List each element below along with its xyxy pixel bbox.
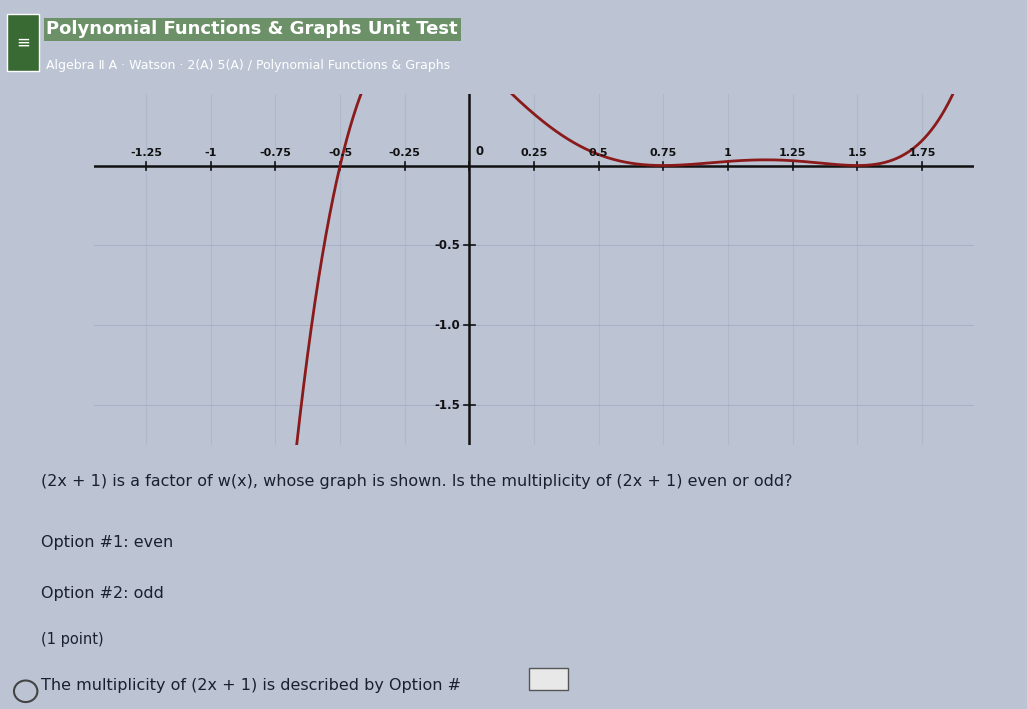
Text: -1.0: -1.0 [434, 319, 460, 332]
Text: 1.75: 1.75 [908, 147, 936, 157]
Text: -0.5: -0.5 [328, 147, 352, 157]
Text: (1 point): (1 point) [41, 632, 104, 647]
Text: -0.75: -0.75 [260, 147, 292, 157]
Text: 0.25: 0.25 [521, 147, 547, 157]
Text: Polynomial Functions & Graphs Unit Test: Polynomial Functions & Graphs Unit Test [46, 21, 458, 38]
Text: 0.5: 0.5 [588, 147, 608, 157]
Text: (2x + 1) is a factor of w(x), whose graph is shown. Is the multiplicity of (2x +: (2x + 1) is a factor of w(x), whose grap… [41, 474, 793, 489]
Text: -0.25: -0.25 [389, 147, 421, 157]
Text: ≡: ≡ [16, 33, 30, 52]
Text: 0: 0 [476, 145, 484, 157]
Text: 1.5: 1.5 [847, 147, 867, 157]
Text: Algebra Ⅱ A · Watson · 2(A) 5(A) / Polynomial Functions & Graphs: Algebra Ⅱ A · Watson · 2(A) 5(A) / Polyn… [46, 59, 451, 72]
FancyBboxPatch shape [529, 668, 568, 690]
Text: -0.5: -0.5 [434, 239, 460, 252]
Text: The multiplicity of (2x + 1) is described by Option #: The multiplicity of (2x + 1) is describe… [41, 679, 461, 693]
Text: 1: 1 [724, 147, 732, 157]
Text: Option #2: odd: Option #2: odd [41, 586, 164, 601]
Text: Option #1: even: Option #1: even [41, 535, 174, 550]
Text: 0.75: 0.75 [650, 147, 677, 157]
Text: -1: -1 [204, 147, 217, 157]
Text: 1.25: 1.25 [778, 147, 806, 157]
Text: -1.5: -1.5 [434, 398, 460, 412]
Text: -1.25: -1.25 [130, 147, 162, 157]
